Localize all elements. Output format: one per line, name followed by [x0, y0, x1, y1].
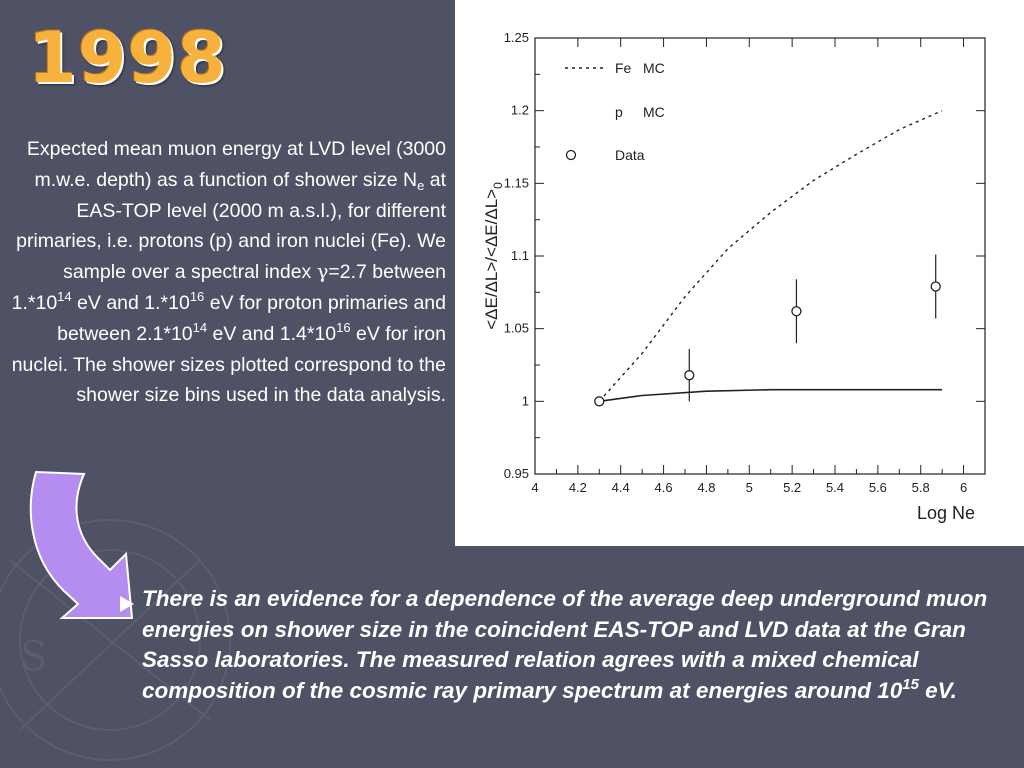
legend-swatch-2 [565, 149, 577, 161]
chart-figure: 4 4.2 4.4 4.6 4.8 5 5.2 5.4 5.6 5.8 6 0.95 1 1.05 1.1 1… [455, 0, 1024, 546]
curved-arrow-icon [29, 470, 134, 619]
x-tick-label-2: 4.4 [612, 480, 630, 495]
svg-text:S: S [20, 634, 47, 680]
y-tick-label-5: 1.2 [511, 103, 529, 118]
legend-label-2: Data [615, 147, 645, 163]
y-tick-label-2: 1.05 [504, 321, 529, 336]
plot-area-frame [534, 37, 986, 475]
legend-label-0: Fe [615, 60, 632, 76]
bullet-triangle-icon [120, 596, 134, 612]
x-tick-label-4: 4.8 [697, 480, 715, 495]
legend-suffix-0: MC [643, 60, 665, 76]
y-tick-label-0: 0.95 [504, 466, 529, 481]
data-point-1 [684, 370, 695, 381]
data-point-3 [930, 281, 941, 292]
data-point-2 [791, 306, 802, 317]
data-point-0 [594, 396, 605, 407]
muon-energy-chart: 4 4.2 4.4 4.6 4.8 5 5.2 5.4 5.6 5.8 6 0.95 1 1.05 1.1 1… [482, 30, 986, 523]
x-tick-label-7: 5.4 [826, 480, 844, 495]
x-tick-label-8: 5.6 [869, 480, 887, 495]
series-line-0 [598, 110, 943, 402]
x-tick-label-1: 4.2 [569, 480, 587, 495]
x-tick-label-5: 5 [746, 480, 753, 495]
legend-suffix-1: MC [643, 104, 665, 120]
series-line-1 [599, 388, 943, 403]
legend-label-1: p [615, 104, 623, 120]
conclusion-text: There is an evidence for a dependence of… [142, 586, 988, 703]
figure-description: Expected mean muon energy at LVD level (… [11, 138, 446, 407]
slide-year-title: 1998 [28, 17, 227, 99]
x-tick-label-6: 5.2 [783, 480, 801, 495]
x-tick-label-0: 4 [531, 480, 538, 495]
y-axis-label: <ΔE/ΔL>/<ΔE/ΔL>0 [482, 182, 505, 330]
y-tick-label-4: 1.15 [504, 175, 529, 190]
x-tick-label-10: 6 [960, 480, 967, 495]
x-tick-label-3: 4.6 [655, 480, 673, 495]
x-axis-label: Log Ne [917, 503, 975, 523]
y-tick-label-6: 1.25 [504, 30, 529, 45]
y-tick-label-1: 1 [522, 393, 529, 408]
x-tick-label-9: 5.8 [912, 480, 930, 495]
y-axis-label-subscript: 0 [491, 182, 505, 189]
y-tick-label-3: 1.1 [511, 248, 529, 263]
